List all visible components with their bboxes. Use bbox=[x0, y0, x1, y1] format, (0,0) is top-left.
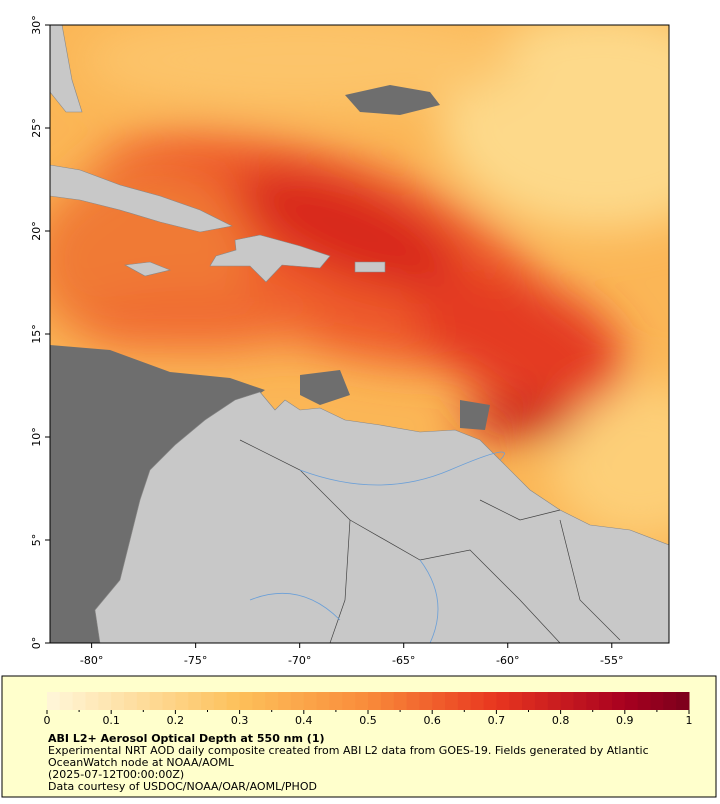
colorbar-step bbox=[111, 692, 125, 710]
caption-line: Experimental NRT AOD daily composite cre… bbox=[48, 744, 649, 757]
y-tick-label: 0° bbox=[30, 637, 43, 650]
colorbar-step bbox=[534, 692, 549, 710]
colorbar-step bbox=[316, 692, 330, 710]
colorbar-step bbox=[162, 692, 176, 710]
x-tick-label: -80° bbox=[80, 654, 103, 667]
colorbar-step bbox=[483, 692, 497, 710]
colorbar-step bbox=[47, 692, 61, 710]
colorbar-step bbox=[586, 692, 600, 710]
colorbar-step bbox=[213, 692, 228, 710]
colorbar-step bbox=[201, 692, 215, 710]
colorbar-step bbox=[252, 692, 266, 710]
rivers bbox=[249, 451, 505, 643]
x-tick-label: -55° bbox=[600, 654, 623, 667]
colorbar-tick-label: 0.2 bbox=[167, 714, 185, 727]
colorbar-step bbox=[599, 692, 613, 710]
borders bbox=[239, 439, 621, 643]
colorbar-step bbox=[188, 692, 202, 710]
map-area bbox=[50, 25, 669, 643]
land bbox=[50, 25, 669, 643]
caption-title: ABI L2+ Aerosol Optical Depth at 550 nm … bbox=[48, 732, 325, 745]
colorbar-step bbox=[290, 692, 305, 710]
colorbar-step bbox=[393, 692, 408, 710]
y-tick-label: 30° bbox=[30, 15, 43, 35]
colorbar-step bbox=[72, 692, 87, 710]
colorbar-step bbox=[432, 692, 446, 710]
y-tick-label: 25° bbox=[30, 118, 43, 138]
colorbar-step bbox=[342, 692, 356, 710]
colorbar-step bbox=[470, 692, 485, 710]
x-tick-label: -60° bbox=[496, 654, 519, 667]
caption-line: (2025-07-12T00:00:00Z) bbox=[48, 768, 184, 781]
y-tick-label: 20° bbox=[30, 221, 43, 241]
colorbar-step bbox=[547, 692, 562, 710]
colorbar-tick-label: 0.6 bbox=[423, 714, 441, 727]
colorbar-step bbox=[265, 692, 279, 710]
colorbar-step bbox=[419, 692, 433, 710]
colorbar-step bbox=[175, 692, 189, 710]
colorbar-step bbox=[496, 692, 510, 710]
colorbar-step bbox=[663, 692, 677, 710]
colorbar-step bbox=[522, 692, 536, 710]
x-tick-label: -65° bbox=[392, 654, 415, 667]
colorbar-step bbox=[329, 692, 343, 710]
colorbar-step bbox=[303, 692, 318, 710]
colorbar-tick-label: 0 bbox=[44, 714, 51, 727]
colorbar-tick-label: 0.3 bbox=[231, 714, 249, 727]
colorbar-tick-label: 0.7 bbox=[488, 714, 506, 727]
colorbar-step bbox=[59, 692, 74, 710]
colorbar-tick-label: 0.4 bbox=[295, 714, 313, 727]
colorbar-tick-label: 0.1 bbox=[102, 714, 120, 727]
y-tick-label: 5° bbox=[30, 534, 43, 547]
colorbar-step bbox=[509, 692, 523, 710]
colorbar-step bbox=[611, 692, 626, 710]
colorbar-step bbox=[624, 692, 639, 710]
y-tick-label: 15° bbox=[30, 324, 43, 344]
colorbar: 0 0.1 0.2 0.3 0.4 0.5 0.6 0.7 0.8 0.9 1 bbox=[44, 692, 693, 727]
x-tick-label: -75° bbox=[184, 654, 207, 667]
colorbar-step bbox=[98, 692, 112, 710]
colorbar-step bbox=[226, 692, 241, 710]
colorbar-step bbox=[637, 692, 651, 710]
y-tick-label: 10° bbox=[30, 427, 43, 447]
colorbar-step bbox=[149, 692, 164, 710]
colorbar-step bbox=[560, 692, 574, 710]
caption-line: Data courtesy of USDOC/NOAA/OAR/AOML/PHO… bbox=[48, 780, 317, 793]
colorbar-step bbox=[650, 692, 664, 710]
colorbar-tick-label: 0.5 bbox=[359, 714, 377, 727]
colorbar-step bbox=[278, 692, 292, 710]
colorbar-step bbox=[445, 692, 459, 710]
colorbar-tick-label: 0.9 bbox=[616, 714, 634, 727]
x-tick-label: -70° bbox=[288, 654, 311, 667]
colorbar-step bbox=[124, 692, 138, 710]
colorbar-tick-label: 1 bbox=[686, 714, 693, 727]
colorbar-step bbox=[239, 692, 253, 710]
colorbar-step bbox=[676, 692, 690, 710]
axes: -80° -75° -70° -65° -60° -55° 0° 5° 10° 15° 20° 25°… bbox=[30, 15, 624, 667]
colorbar-step bbox=[457, 692, 472, 710]
colorbar-step bbox=[573, 692, 587, 710]
colorbar-step bbox=[368, 692, 382, 710]
caption-line: OceanWatch node at NOAA/AOML bbox=[48, 756, 235, 769]
colorbar-tick-label: 0.8 bbox=[552, 714, 570, 727]
colorbar-step bbox=[380, 692, 395, 710]
colorbar-step bbox=[355, 692, 369, 710]
colorbar-step bbox=[85, 692, 99, 710]
colorbar-step bbox=[136, 692, 151, 710]
colorbar-step bbox=[406, 692, 420, 710]
